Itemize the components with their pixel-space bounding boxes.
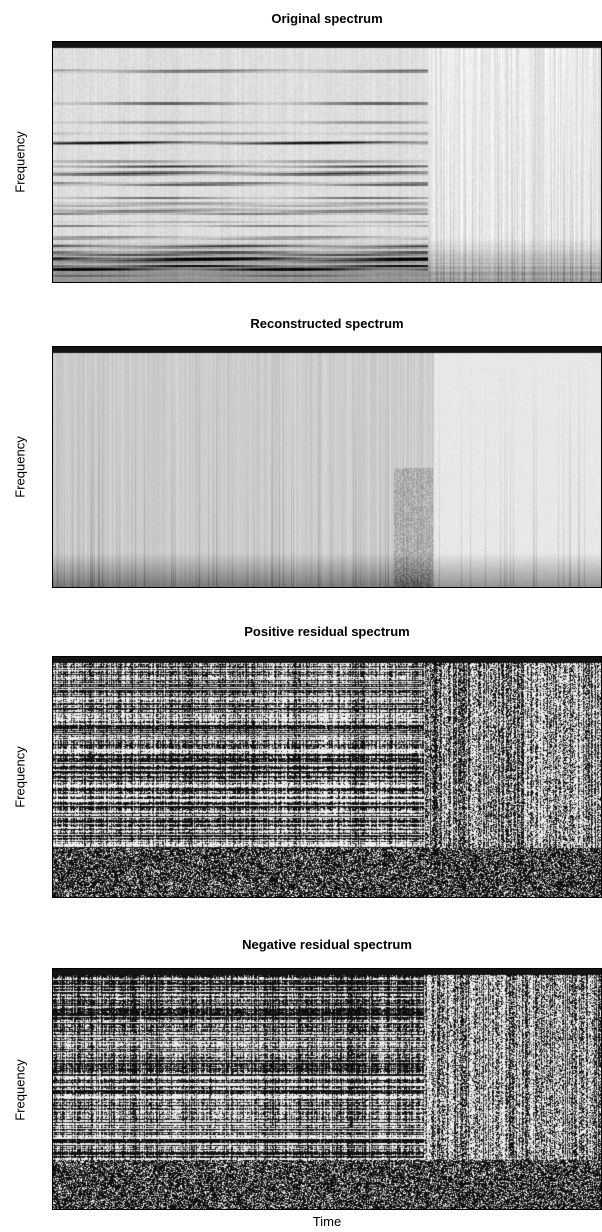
panel-4-heatmap xyxy=(52,968,602,1210)
panel-4-heatmap-canvas xyxy=(53,969,601,1209)
panel-3-heatmap-canvas xyxy=(53,657,601,897)
panel-3-title: Positive residual spectrum xyxy=(244,624,410,639)
panel-4-title: Negative residual spectrum xyxy=(242,937,412,952)
panel-2-heatmap-canvas xyxy=(53,347,601,587)
panel-2-title: Reconstructed spectrum xyxy=(250,316,404,331)
panel-3-heatmap xyxy=(52,656,602,898)
panel-1-title: Original spectrum xyxy=(271,11,383,26)
panel-1-heatmap-canvas xyxy=(53,42,601,282)
panel-2-heatmap xyxy=(52,346,602,588)
x-axis-label: Time xyxy=(312,1214,342,1229)
panel-1-heatmap xyxy=(52,41,602,283)
